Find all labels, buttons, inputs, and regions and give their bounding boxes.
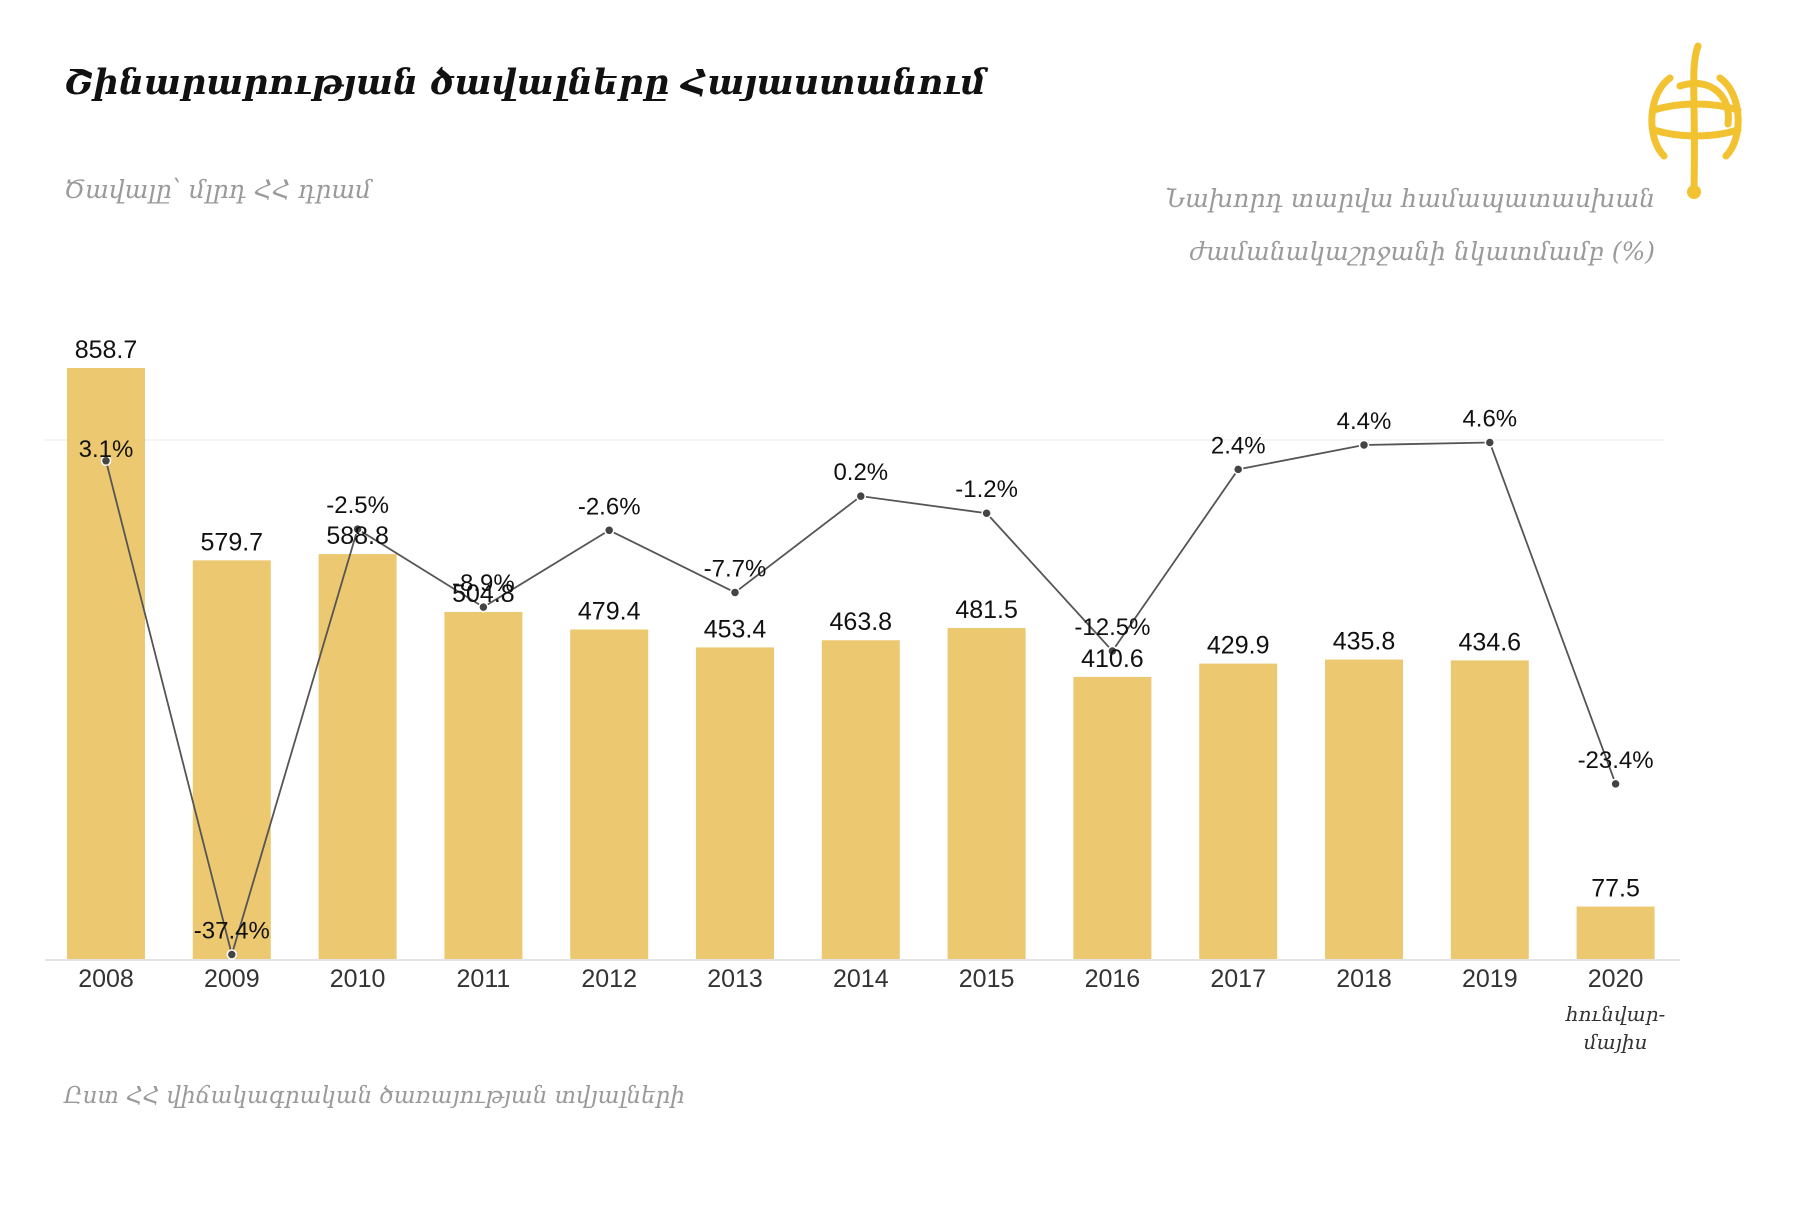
pct-point-2019 (1484, 437, 1496, 448)
x-tick-label-2013: 2013 (707, 965, 763, 993)
bar-2013 (696, 647, 774, 960)
bar-2016 (1073, 676, 1152, 960)
pct-point-2009 (226, 949, 238, 960)
pct-value-label-2017: 2.4% (1211, 432, 1266, 459)
bar-2014 (821, 640, 900, 960)
bar-2011 (444, 611, 523, 960)
chart-title: Շինարարության ծավալները Հայաստանում (64, 62, 986, 103)
x-tick-label-2017: 2017 (1210, 965, 1266, 993)
pct-point-2018 (1358, 439, 1370, 451)
x-tick-label-2020: 2020 (1588, 965, 1644, 993)
bar-value-label-2011: 504.8 (452, 580, 515, 608)
pct-value-label-2011: -8.9% (452, 570, 515, 597)
pct-value-label-2008: 3.1% (79, 436, 134, 463)
line-axis-caption: Նախորդ տարվա համապատասխան ժամանակաշրջանի… (955, 172, 1655, 278)
bar-value-label-2019: 434.6 (1459, 628, 1522, 656)
pct-point-2015 (981, 507, 992, 519)
bar-2020 (1576, 906, 1655, 960)
x-tick-label-2010: 2010 (330, 965, 386, 993)
pct-point-2011 (478, 601, 489, 613)
pct-value-label-2020: -23.4% (1578, 747, 1654, 774)
bar-2015 (947, 628, 1026, 960)
pct-point-2013 (729, 587, 741, 598)
bar-value-label-2014: 463.8 (830, 608, 893, 636)
x-tick-label-2018: 2018 (1336, 965, 1392, 993)
pct-value-label-2018: 4.4% (1337, 408, 1392, 435)
logo-icon (1648, 42, 1742, 199)
x-tick-note-2020-0: հունվար- (1565, 1002, 1666, 1026)
pct-point-2017 (1232, 464, 1244, 475)
bar-2019 (1450, 660, 1529, 960)
pct-value-label-2009: -37.4% (194, 918, 270, 945)
line-series-group (100, 437, 1621, 960)
x-tick-label-2016: 2016 (1085, 965, 1141, 993)
pct-point-2020 (1610, 778, 1621, 790)
x-tick-label-2009: 2009 (204, 965, 260, 993)
bar-2009 (192, 560, 271, 960)
pct-value-label-2014: 0.2% (833, 459, 888, 486)
bar-value-label-2015: 481.5 (955, 596, 1018, 624)
x-tick-label-2008: 2008 (78, 965, 134, 993)
bar-value-label-2013: 453.4 (704, 615, 767, 643)
bar-value-label-2018: 435.8 (1333, 628, 1396, 656)
bar-value-label-2017: 429.9 (1207, 632, 1270, 660)
x-tick-label-2014: 2014 (833, 965, 889, 993)
pct-point-2008 (100, 455, 112, 467)
pct-value-label-2013: -7.7% (704, 555, 767, 582)
bar-value-label-2008: 858.7 (75, 336, 138, 364)
pct-value-label-2019: 4.6% (1462, 406, 1517, 433)
line-axis-caption-line2: ժամանակաշրջանի նկատմամբ (%) (1189, 237, 1655, 266)
bar-value-label-2010: 588.8 (326, 522, 389, 550)
bar-2018 (1325, 659, 1403, 960)
pct-value-label-2016: -12.5% (1074, 614, 1150, 641)
bar-value-label-2009: 579.7 (201, 528, 264, 556)
line-axis-caption-line1: Նախորդ տարվա համապատասխան (1165, 184, 1655, 213)
bars-group (67, 368, 1655, 960)
pct-point-2016 (1107, 645, 1118, 657)
pct-point-2012 (603, 525, 615, 536)
pct-value-label-2010: -2.5% (326, 492, 389, 519)
x-tick-note-2020-1: մայիս (1584, 1030, 1648, 1054)
x-tick-label-2015: 2015 (959, 965, 1015, 993)
bar-value-label-2016: 410.6 (1081, 645, 1144, 673)
bar-2017 (1199, 663, 1278, 960)
bar-2008 (67, 368, 145, 960)
pct-value-label-2012: -2.6% (578, 493, 641, 520)
x-tick-label-2019: 2019 (1462, 965, 1518, 993)
source-note: Ըստ ՀՀ վիճակագրական ծառայության տվյալներ… (64, 1083, 685, 1109)
pct-point-2014 (855, 490, 867, 502)
bar-2012 (570, 629, 649, 960)
x-tick-label-2012: 2012 (581, 965, 637, 993)
pct-value-label-2015: -1.2% (955, 476, 1018, 503)
labels-group: 858.7 2008 579.7 2009 588.8 2010 504.8 2011 479.… (75, 336, 1666, 1054)
pct-point-2010 (352, 523, 363, 535)
bar-value-label-2020: 77.5 (1591, 875, 1640, 903)
bar-value-label-2012: 479.4 (578, 597, 641, 625)
x-tick-label-2011: 2011 (457, 965, 511, 993)
bar-2010 (318, 554, 397, 960)
bar-axis-caption: Ծավալը՝ մլրդ ՀՀ դրամ (64, 175, 372, 204)
